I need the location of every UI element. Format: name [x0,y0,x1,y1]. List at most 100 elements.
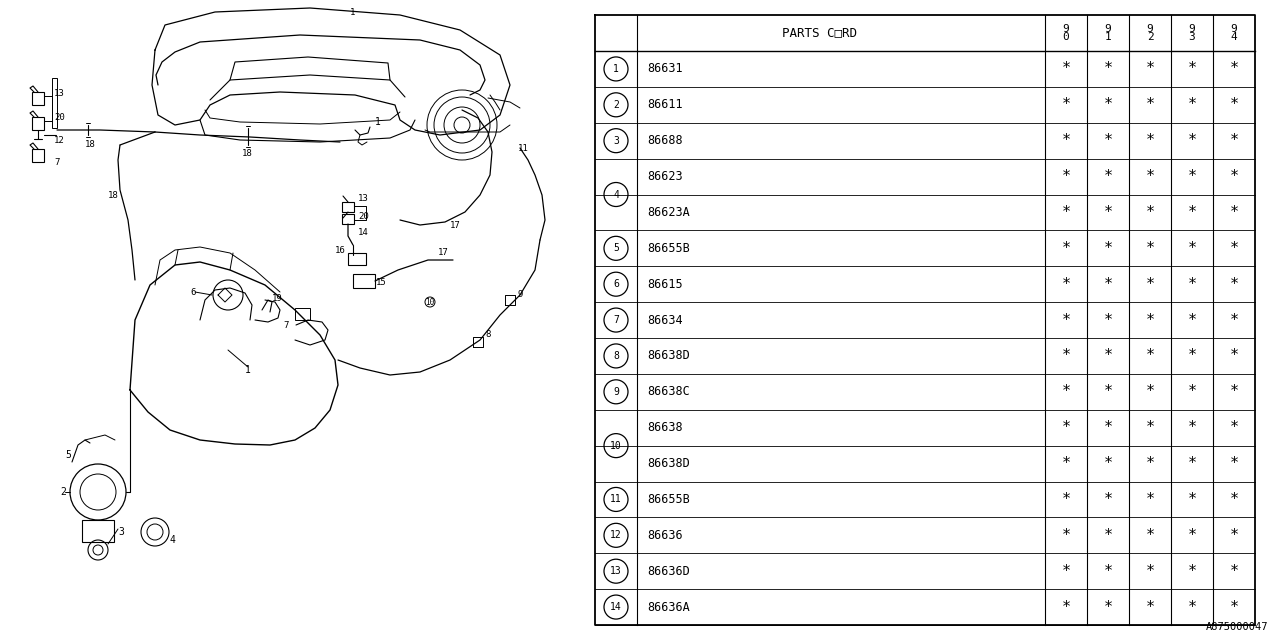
Text: *: * [1103,312,1112,328]
Text: *: * [1188,456,1197,471]
Text: 5: 5 [613,243,620,253]
Text: *: * [1188,97,1197,112]
Text: *: * [1229,348,1239,364]
Text: *: * [1188,528,1197,543]
Text: 10: 10 [611,440,622,451]
Text: *: * [1229,420,1239,435]
Text: 17: 17 [438,248,449,257]
Text: *: * [1103,528,1112,543]
Text: *: * [1103,600,1112,614]
Text: 86615: 86615 [646,278,682,291]
Text: 14: 14 [611,602,622,612]
Text: *: * [1188,492,1197,507]
Text: 9
3: 9 3 [1189,24,1196,42]
Text: 2: 2 [613,100,620,110]
Text: 8: 8 [485,330,490,339]
Text: 86688: 86688 [646,134,682,147]
Text: 13: 13 [358,193,369,202]
Text: *: * [1188,600,1197,614]
Text: 86655B: 86655B [646,242,690,255]
Text: *: * [1061,205,1070,220]
Text: 15: 15 [376,278,387,287]
Text: *: * [1188,384,1197,399]
Text: 1: 1 [349,8,356,17]
Text: *: * [1103,97,1112,112]
Text: *: * [1229,564,1239,579]
Text: *: * [1146,600,1155,614]
Text: *: * [1229,276,1239,292]
Text: 4: 4 [170,535,175,545]
Text: *: * [1188,348,1197,364]
Text: *: * [1229,456,1239,471]
Text: *: * [1188,241,1197,256]
Text: *: * [1103,384,1112,399]
Text: *: * [1061,384,1070,399]
Text: 5: 5 [65,450,70,460]
Text: 7: 7 [613,315,620,325]
Text: 9
1: 9 1 [1105,24,1111,42]
Text: 9: 9 [613,387,620,397]
Text: *: * [1229,600,1239,614]
Text: 8: 8 [613,351,620,361]
Text: 86623A: 86623A [646,206,690,219]
Text: 18: 18 [108,191,119,200]
Text: 17: 17 [451,221,461,230]
Text: 9
0: 9 0 [1062,24,1069,42]
Text: *: * [1229,169,1239,184]
Text: *: * [1146,564,1155,579]
Text: *: * [1229,492,1239,507]
Text: *: * [1103,276,1112,292]
Text: PARTS C□RD: PARTS C□RD [782,26,858,40]
Text: *: * [1146,348,1155,364]
Text: 86636D: 86636D [646,564,690,578]
Text: *: * [1146,420,1155,435]
Text: *: * [1061,169,1070,184]
Text: 18: 18 [84,140,96,148]
Text: 1: 1 [375,117,381,127]
Text: *: * [1061,61,1070,76]
Text: *: * [1146,241,1155,256]
Text: *: * [1229,384,1239,399]
Text: *: * [1103,133,1112,148]
Text: 6: 6 [189,287,196,296]
Text: 86631: 86631 [646,63,682,76]
Text: 4: 4 [613,189,620,200]
Text: 12: 12 [54,136,65,145]
Text: 2: 2 [60,487,65,497]
Text: *: * [1103,169,1112,184]
Text: A875000047: A875000047 [1206,622,1268,632]
Text: *: * [1103,348,1112,364]
Text: *: * [1229,205,1239,220]
Text: 13: 13 [611,566,622,576]
Text: *: * [1061,241,1070,256]
Text: 9
2: 9 2 [1147,24,1153,42]
Text: *: * [1229,97,1239,112]
Text: *: * [1146,528,1155,543]
Text: *: * [1061,492,1070,507]
Text: 3: 3 [118,527,124,537]
Text: *: * [1146,276,1155,292]
Text: *: * [1103,205,1112,220]
Text: *: * [1188,61,1197,76]
Text: *: * [1061,420,1070,435]
Text: 20: 20 [54,113,65,122]
Text: 11: 11 [611,495,622,504]
Text: *: * [1061,528,1070,543]
Text: *: * [1146,384,1155,399]
Text: 86611: 86611 [646,99,682,111]
Text: *: * [1146,312,1155,328]
Text: *: * [1103,492,1112,507]
Text: *: * [1146,133,1155,148]
Text: *: * [1229,312,1239,328]
Text: *: * [1188,276,1197,292]
Text: 1: 1 [613,64,620,74]
Text: *: * [1103,564,1112,579]
Text: *: * [1146,456,1155,471]
Text: 1: 1 [244,365,251,375]
Text: *: * [1103,456,1112,471]
Text: 86636: 86636 [646,529,682,542]
Text: *: * [1061,564,1070,579]
Text: 86655B: 86655B [646,493,690,506]
Text: 86638D: 86638D [646,349,690,362]
Text: 86638D: 86638D [646,457,690,470]
